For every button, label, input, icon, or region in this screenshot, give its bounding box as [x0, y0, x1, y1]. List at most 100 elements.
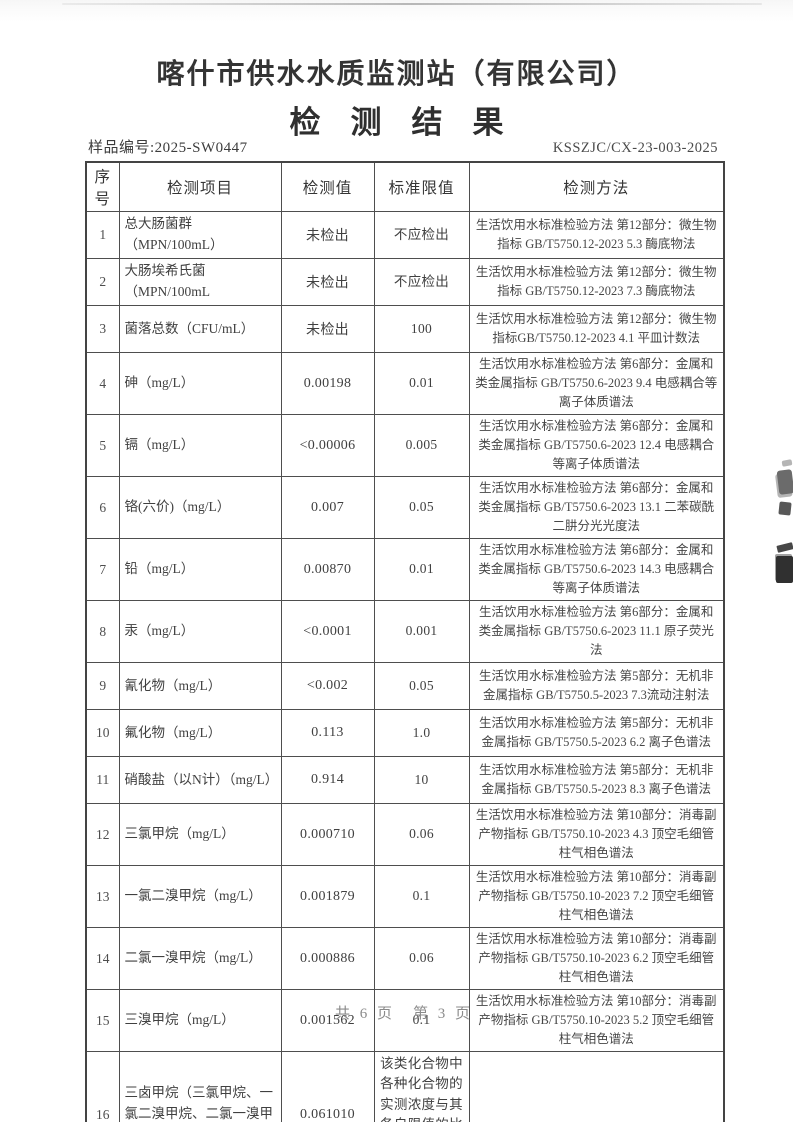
scan-artifact-blob	[776, 469, 793, 495]
method-text: 生活饮用水标准检验方法 第5部分：无机非金属指标 GB/T5750.5-2023…	[468, 756, 725, 804]
method-text: 生活饮用水标准检验方法 第6部分：金属和类金属指标 GB/T5750.6-202…	[468, 352, 725, 415]
standard-limit: 0.005	[373, 414, 470, 477]
row-number: 3	[85, 305, 120, 353]
method-text: 生活饮用水标准检验方法 第6部分：金属和类金属指标 GB/T5750.6-202…	[468, 476, 725, 539]
scan-edge-line	[62, 3, 762, 5]
standard-limit: 100	[373, 305, 470, 353]
doc-title: 检测结果	[289, 105, 534, 140]
scan-artifact	[773, 458, 793, 593]
standard-limit: 0.06	[373, 927, 470, 990]
document-code: KSSZJC/CX-23-003-2025	[552, 140, 718, 156]
row-number: 6	[85, 476, 120, 539]
measured-value: <0.002	[280, 662, 375, 710]
standard-limit: 0.01	[373, 352, 470, 415]
table-header-row: 序号 检测项目 检测值 标准限值 检测方法	[85, 161, 725, 212]
table-row: 10 氟化物（mg/L） 0.113 1.0 生活饮用水标准检验方法 第5部分：无机非金…	[85, 709, 725, 757]
standard-limit: 0.05	[373, 662, 470, 710]
row-number: 2	[85, 258, 120, 306]
row-number: 5	[85, 414, 120, 477]
method-text: 生活饮用水标准检验方法 第12部分：微生物指标 GB/T5750.12-2023…	[468, 211, 725, 259]
item-name: 总大肠菌群（MPN/100mL）	[118, 211, 282, 259]
table-row: 11 硝酸盐（以N计）（mg/L） 0.914 10 生活饮用水标准检验方法 第5部分：…	[85, 756, 725, 804]
scan-artifact-blob	[778, 501, 792, 516]
table-row: 12 三氯甲烷（mg/L） 0.000710 0.06 生活饮用水标准检验方法 第10部…	[85, 803, 725, 866]
row-number: 9	[85, 662, 120, 710]
col-header-item: 检测项目	[118, 161, 282, 212]
measured-value: 0.061010	[280, 1051, 375, 1122]
row-number: 12	[85, 803, 120, 866]
table-row: 15 三溴甲烷（mg/L） 0.001562 0.1 生活饮用水标准检验方法 第10部分…	[85, 989, 725, 1052]
item-name: 氟化物（mg/L）	[118, 709, 282, 757]
table-row: 8 汞（mg/L） <0.0001 0.001 生活饮用水标准检验方法 第6部分：金属和…	[85, 600, 725, 663]
measured-value: <0.00006	[280, 414, 375, 477]
table-row: 9 氰化物（mg/L） <0.002 0.05 生活饮用水标准检验方法 第5部分：无机非…	[85, 662, 725, 710]
measured-value: <0.0001	[280, 600, 375, 663]
meta-row: 样品编号:2025-SW0447 KSSZJC/CX-23-003-2025	[88, 136, 718, 157]
measured-value: 0.113	[280, 709, 375, 757]
item-name: 氰化物（mg/L）	[118, 662, 282, 710]
row-number: 7	[85, 538, 120, 601]
method-text: 生活饮用水标准检验方法 第6部分：金属和类金属指标 GB/T5750.6-202…	[468, 538, 725, 601]
standard-limit: 0.01	[373, 538, 470, 601]
scan-artifact-blob	[776, 542, 793, 553]
row-number: 4	[85, 352, 120, 415]
scan-artifact-blob	[776, 556, 793, 583]
measured-value: 0.00870	[280, 538, 375, 601]
col-header-index: 序号	[85, 161, 120, 212]
measured-value: 0.000886	[280, 927, 375, 990]
method-text: 生活饮用水标准检验方法 第10部分：消毒副产物指标 GB/T5750.10-20…	[468, 865, 725, 928]
method-text: 生活饮用水标准检验方法 第12部分：微生物指标 GB/T5750.12-2023…	[468, 258, 725, 306]
item-name: 三氯甲烷（mg/L）	[118, 803, 282, 866]
measured-value: 0.007	[280, 476, 375, 539]
table-row: 5 镉（mg/L） <0.00006 0.005 生活饮用水标准检验方法 第6部分：金属…	[85, 414, 725, 477]
row-number: 1	[85, 211, 120, 259]
table-row: 13 一氯二溴甲烷（mg/L） 0.001879 0.1 生活饮用水标准检验方法 第10…	[85, 865, 725, 928]
standard-limit: 0.1	[373, 989, 470, 1052]
org-name: 喀什市供水水质监测站（有限公司）	[156, 59, 637, 90]
method-text: 生活饮用水标准检验方法 第10部分：消毒副产物指标 GB/T5750.10-20…	[468, 803, 725, 866]
method-text: 生活饮用水标准检验方法 第6部分：金属和类金属指标 GB/T5750.6-202…	[468, 414, 725, 477]
standard-limit: 0.05	[373, 476, 470, 539]
item-name: 镉（mg/L）	[118, 414, 282, 477]
item-name: 二氯一溴甲烷（mg/L）	[118, 927, 282, 990]
standard-limit: 不应检出	[373, 258, 470, 306]
measured-value: 0.914	[280, 756, 375, 804]
method-text: 生活饮用水标准检验方法 第10部分：消毒副产物指标 GB/T5750.10-20…	[468, 927, 725, 990]
method-text	[468, 1051, 725, 1122]
standard-limit: 0.06	[373, 803, 470, 866]
method-text: 生活饮用水标准检验方法 第5部分：无机非金属指标 GB/T5750.5-2023…	[468, 709, 725, 757]
col-header-value: 检测值	[280, 161, 375, 212]
row-number: 10	[85, 709, 120, 757]
method-text: 生活饮用水标准检验方法 第10部分：消毒副产物指标 GB/T5750.10-20…	[468, 989, 725, 1052]
table-row: 14 二氯一溴甲烷（mg/L） 0.000886 0.06 生活饮用水标准检验方法 第1…	[85, 927, 725, 990]
page-footer: 共 6 页 第 3 页	[334, 1006, 473, 1022]
standard-limit: 0.1	[373, 865, 470, 928]
item-name: 一氯二溴甲烷（mg/L）	[118, 865, 282, 928]
item-name: 大肠埃希氏菌（MPN/100mL	[118, 258, 282, 306]
col-header-method: 检测方法	[468, 161, 725, 212]
results-table: 序号 检测项目 检测值 标准限值 检测方法 1 总大肠菌群（MPN/100mL）未…	[85, 161, 725, 1122]
table-row: 3 菌落总数（CFU/mL） 未检出 100 生活饮用水标准检验方法 第12部分：微生物…	[85, 305, 725, 353]
standard-limit: 不应检出	[373, 211, 470, 259]
measured-value: 未检出	[280, 305, 375, 353]
row-number: 16	[85, 1051, 120, 1122]
measured-value: 0.001879	[280, 865, 375, 928]
table-row: 16三卤甲烷（三氯甲烷、一氯二溴甲烷、二氯一溴甲烷、三溴甲烷的总和）0.0610…	[85, 1051, 725, 1122]
measured-value: 未检出	[280, 211, 375, 259]
standard-limit: 1.0	[373, 709, 470, 757]
item-name: 硝酸盐（以N计）（mg/L）	[118, 756, 282, 804]
standard-limit: 该类化合物中各种化合物的实测浓度与其各自限值的比值之和不超过1	[373, 1051, 470, 1122]
measured-value: 未检出	[280, 258, 375, 306]
row-number: 8	[85, 600, 120, 663]
scan-edge-shading	[0, 0, 793, 22]
item-name: 铬(六价)（mg/L）	[118, 476, 282, 539]
measured-value: 0.00198	[280, 352, 375, 415]
measured-value: 0.000710	[280, 803, 375, 866]
standard-limit: 10	[373, 756, 470, 804]
table-row: 1 总大肠菌群（MPN/100mL） 未检出 不应检出 生活饮用水标准检验方法 第12部…	[85, 211, 725, 259]
col-header-limit: 标准限值	[373, 161, 470, 212]
table-row: 4 砷（mg/L） 0.00198 0.01 生活饮用水标准检验方法 第6部分：金属和类…	[85, 352, 725, 415]
method-text: 生活饮用水标准检验方法 第12部分：微生物指标GB/T5750.12-2023 …	[468, 305, 725, 353]
standard-limit: 0.001	[373, 600, 470, 663]
